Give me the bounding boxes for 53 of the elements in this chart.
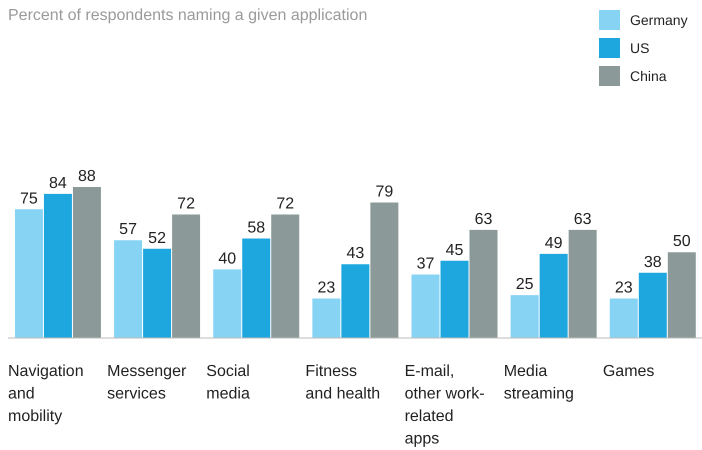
data-label: 79 [375,183,394,200]
bar [638,272,667,338]
data-label: 38 [644,254,662,271]
x-tick-label: Messenger services [107,363,187,402]
bar [114,240,142,338]
bar [540,254,568,338]
x-tick-label: Social media [206,363,250,402]
data-label: 63 [474,210,493,228]
x-tick-label: Navigation and mobility [8,363,84,425]
data-label: 49 [544,234,563,252]
bar [568,230,597,338]
data-label: 72 [177,195,196,212]
data-label: 23 [317,280,336,297]
data-label: 75 [20,190,38,208]
data-label: 25 [516,276,534,294]
bar [610,298,638,338]
legend-label: Germany [630,12,689,28]
data-label: 43 [346,245,364,262]
bar [370,202,398,338]
bar [44,194,72,338]
x-tick-label: Fitness and health [305,363,380,402]
bar [668,252,696,338]
bar [271,214,300,338]
data-label: 40 [218,250,236,268]
bar [510,295,539,338]
data-label: 57 [119,221,138,238]
data-label: 58 [247,219,266,236]
bar [172,214,200,338]
bar [14,209,43,338]
data-label: 84 [49,174,67,192]
data-label: 88 [78,168,96,185]
data-label: 63 [574,210,592,228]
bar [341,264,370,338]
x-tick-label: E-mail, other work-related apps [404,363,485,448]
bar [213,269,242,338]
data-label: 23 [614,280,633,297]
bar [143,248,172,338]
data-label: 52 [148,230,166,247]
bar [72,187,101,338]
x-tick-label: Games [602,363,654,380]
bar [412,274,440,338]
data-label: 37 [416,256,435,273]
legend-label: US [630,40,650,56]
chart-title: Percent of respondents naming a given application [8,7,368,25]
legend-label: China [630,68,668,84]
data-label: 72 [276,195,294,212]
bar [440,260,469,338]
data-label: 45 [446,242,464,259]
bar [312,298,340,338]
x-tick-label: Media streaming [504,363,574,402]
bar [470,230,498,338]
data-label: 50 [672,233,691,250]
bar [242,238,270,338]
